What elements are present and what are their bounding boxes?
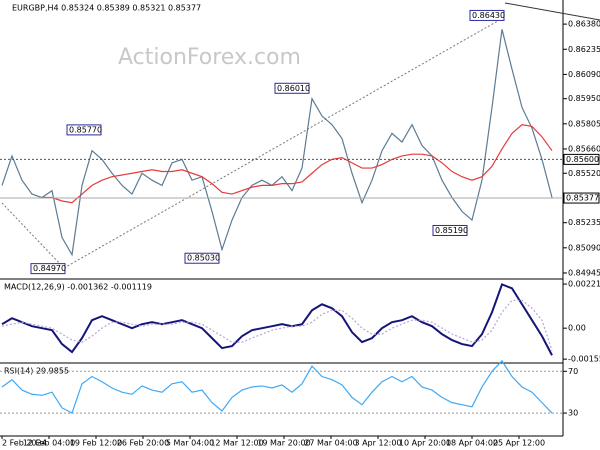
time-label: 19 Feb 12:00 xyxy=(70,439,122,448)
time-label: 2 Feb 2024 xyxy=(2,439,47,448)
time-label: 26 Feb 20:00 xyxy=(117,439,169,448)
price-label: 0.84970 xyxy=(33,264,66,273)
y-tick-label: 70 xyxy=(568,367,578,376)
series-line xyxy=(42,124,553,204)
macd-title: MACD(12,26,9) -0.001362 -0.001119 xyxy=(4,283,152,292)
axis-price-label: 0.85377 xyxy=(566,194,599,203)
time-label: 27 Mar 04:00 xyxy=(304,439,357,448)
time-label: 18 Apr 04:00 xyxy=(446,439,498,448)
price-label: 0.85030 xyxy=(187,254,220,263)
time-label: 19 Mar 20:00 xyxy=(257,439,310,448)
watermark: ActionForex.com xyxy=(118,45,301,70)
axis-price-box xyxy=(563,192,600,204)
price-label-box xyxy=(432,224,468,236)
y-tick-label: 0.85090 xyxy=(568,243,600,252)
price-label: 0.86430 xyxy=(472,11,505,20)
y-tick-label: 0.00 xyxy=(568,324,586,333)
y-tick-label: 0.002216 xyxy=(568,280,600,289)
y-tick-label: 0.85520 xyxy=(568,169,600,178)
price-label-box xyxy=(469,9,505,21)
axis-price-label: 0.85600 xyxy=(566,155,599,164)
y-tick-label: 0.85660 xyxy=(568,144,600,153)
price-label: 0.85190 xyxy=(435,226,468,235)
y-tick-label: 0.86090 xyxy=(568,70,600,79)
price-label: 0.86010 xyxy=(277,84,310,93)
axis-price-box xyxy=(563,153,600,165)
chart-title: EURGBP,H4 0.85324 0.85389 0.85321 0.8537… xyxy=(12,4,201,13)
time-label: 10 Apr 20:00 xyxy=(399,439,451,448)
y-tick-label: 0.85950 xyxy=(568,94,600,103)
trend-line xyxy=(504,2,600,21)
y-tick-label: 30 xyxy=(568,409,578,418)
price-label-box xyxy=(184,252,220,264)
series-line xyxy=(1,359,553,414)
series-line xyxy=(1,283,553,356)
time-label: 3 Apr 12:00 xyxy=(354,439,401,448)
price-label: 0.85770 xyxy=(69,125,102,134)
trend-line xyxy=(63,17,504,269)
y-tick-label: -0.001556 xyxy=(568,355,600,364)
y-tick-label: 0.85235 xyxy=(568,218,600,227)
y-tick-label: 0.86380 xyxy=(568,20,600,29)
trend-line xyxy=(1,202,65,269)
price-label-box xyxy=(30,263,66,275)
time-label: 25 Apr 12:00 xyxy=(493,439,545,448)
time-label: 12 Mar 12:00 xyxy=(210,439,263,448)
time-label: 12 Feb 04:00 xyxy=(23,439,75,448)
y-tick-label: 0.84945 xyxy=(568,268,600,277)
series-line xyxy=(1,29,553,257)
time-label: 5 Mar 04:00 xyxy=(166,439,214,448)
series-line xyxy=(1,299,553,351)
price-label-box xyxy=(274,82,310,94)
y-tick-label: 0.85805 xyxy=(568,119,600,128)
price-label-box xyxy=(66,124,102,136)
y-tick-label: 0.86235 xyxy=(568,45,600,54)
